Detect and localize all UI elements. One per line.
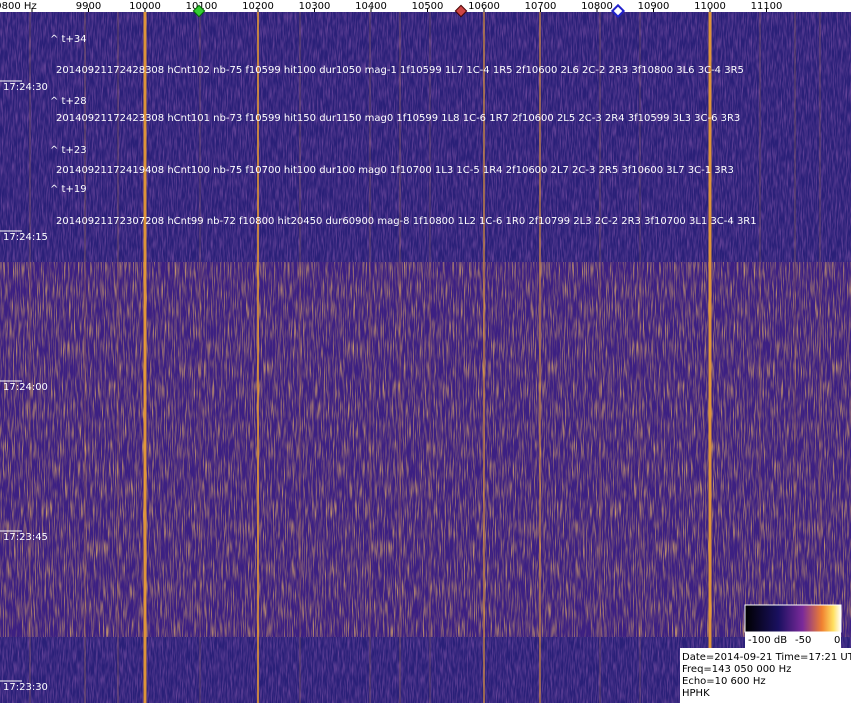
colorbar-label: -50 <box>795 635 811 646</box>
streak <box>399 12 401 703</box>
freq-label: 10100 <box>186 1 218 12</box>
time-label: 17:23:45 <box>3 532 48 543</box>
streak <box>199 12 201 703</box>
freq-label: 10000 <box>129 1 161 12</box>
freq-label: 11100 <box>751 1 783 12</box>
marker-red <box>454 4 468 18</box>
detection-line: 20140921172428308 hCnt102 nb-75 f10599 h… <box>56 65 744 76</box>
colorbar-labels-bg <box>745 632 841 648</box>
freq-label: 10300 <box>299 1 331 12</box>
streak <box>257 12 259 703</box>
streak <box>369 12 371 703</box>
streak <box>599 12 601 703</box>
freq-label: 10700 <box>525 1 557 12</box>
freq-label: 10500 <box>412 1 444 12</box>
time-label: 17:24:30 <box>3 82 48 93</box>
offset-label: ^ t+23 <box>50 145 87 156</box>
info-line: Freq=143 050 000 Hz <box>682 664 791 675</box>
colorbar-label: -100 dB <box>748 635 787 646</box>
freq-label: 10200 <box>242 1 274 12</box>
time-label: 17:23:30 <box>3 682 48 693</box>
carrier-lines <box>29 12 821 703</box>
detection-line: 20140921172419408 hCnt100 nb-75 f10700 h… <box>56 165 734 176</box>
streak <box>299 12 301 703</box>
freq-label: 10800 <box>581 1 613 12</box>
streak <box>117 12 119 703</box>
streak <box>29 12 31 703</box>
offset-label: ^ t+19 <box>50 184 87 195</box>
streak <box>759 12 761 703</box>
ruler <box>0 0 851 12</box>
streak <box>819 12 821 703</box>
colorbar <box>744 604 842 633</box>
info-box <box>680 648 851 703</box>
streak <box>794 12 796 703</box>
time-label: 17:24:15 <box>3 232 48 243</box>
annotations: ^ t+34 20140921172428308 hCnt102 nb-75 f1… <box>50 34 757 227</box>
ruler-labels: 9800 Hz 9900 10000 10100 10200 10300 10400 1050… <box>0 1 782 12</box>
marker-blue <box>610 3 626 19</box>
detection-line: 20140921172307208 hCnt99 nb-72 f10800 hi… <box>56 216 757 227</box>
info-line: Echo=10 600 Hz <box>682 676 766 687</box>
streak <box>639 12 641 703</box>
marker-green <box>192 4 206 18</box>
freq-label: 10900 <box>638 1 670 12</box>
info-line: Date=2014-09-21 Time=17:21 UTC <box>682 652 851 663</box>
streak <box>429 12 431 703</box>
time-labels: 17:24:30 17:24:15 17:24:00 17:23:45 17:23:30 <box>0 80 48 693</box>
streak <box>84 12 86 703</box>
streak <box>708 12 712 703</box>
streak <box>539 12 541 703</box>
freq-label: 9800 Hz <box>0 1 37 12</box>
freq-label: 9900 <box>76 1 101 12</box>
offset-label: ^ t+28 <box>50 96 87 107</box>
streak <box>483 12 485 703</box>
noise-lower <box>0 262 851 637</box>
info-line: HPHK <box>682 688 710 699</box>
freq-label: 11000 <box>694 1 726 12</box>
time-label: 17:24:00 <box>3 382 48 393</box>
detection-line: 20140921172423308 hCnt101 nb-73 f10599 h… <box>56 113 740 124</box>
offset-label: ^ t+34 <box>50 34 87 45</box>
colorbar-label: 0 <box>834 635 840 646</box>
streak <box>143 12 147 703</box>
freq-label: 10600 <box>468 1 500 12</box>
freq-label: 10400 <box>355 1 387 12</box>
